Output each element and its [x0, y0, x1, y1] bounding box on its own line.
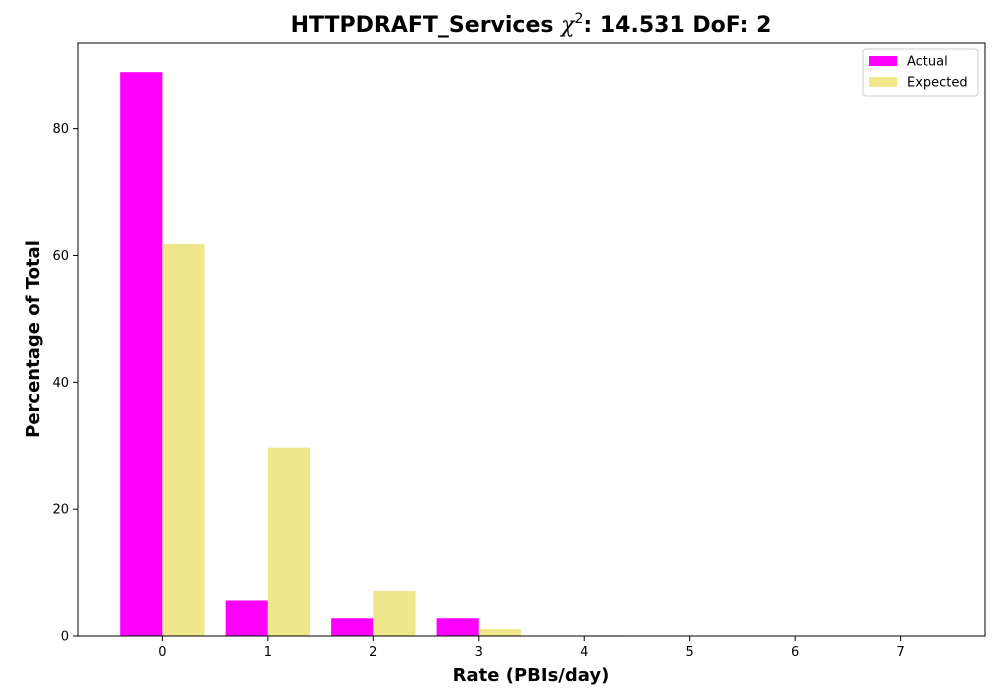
y-tick-label: 60	[52, 249, 69, 264]
legend-swatch-actual	[869, 56, 897, 66]
x-tick-label: 0	[158, 645, 166, 660]
title-superscript: 2	[574, 11, 583, 27]
expected-bar-1	[267, 447, 311, 636]
x-tick-label: 5	[686, 645, 694, 660]
y-tick-label: 20	[52, 503, 69, 518]
title-chi: χ	[559, 13, 576, 38]
x-tick-label: 2	[369, 645, 377, 660]
actual-bar-0	[120, 72, 163, 637]
y-tick-label: 0	[61, 630, 69, 645]
legend: Actual Expected	[862, 48, 979, 97]
actual-bar-3	[436, 618, 479, 636]
actual-bar-1	[225, 600, 268, 636]
title-suffix: : 14.531 DoF: 2	[583, 13, 771, 38]
x-axis-label: Rate (PBIs/day)	[453, 665, 610, 686]
x-tick-label: 6	[791, 645, 799, 660]
x-tick-label: 4	[580, 645, 588, 660]
x-tick-label: 7	[896, 645, 904, 660]
axes-frame	[77, 42, 986, 637]
expected-bar-3	[478, 629, 521, 636]
x-tick-label: 1	[264, 645, 272, 660]
title-prefix: HTTPDRAFT_Services	[291, 13, 562, 38]
expected-bar-0	[162, 244, 205, 636]
x-tick-label: 3	[475, 645, 483, 660]
plot-area: 0 1 2 3 4 5 6 7 0 20 40 60 80	[52, 42, 986, 660]
legend-label-expected: Expected	[907, 76, 968, 91]
y-axis-label: Percentage of Total	[23, 240, 44, 438]
chart-title: HTTPDRAFT_Services χ2: 14.531 DoF: 2	[291, 11, 772, 38]
y-tick-label: 80	[52, 122, 69, 137]
legend-swatch-expected	[869, 77, 897, 87]
actual-bar-2	[331, 618, 374, 636]
legend-label-actual: Actual	[907, 55, 948, 70]
y-tick-label: 40	[52, 376, 69, 391]
expected-bar-2	[373, 590, 416, 636]
